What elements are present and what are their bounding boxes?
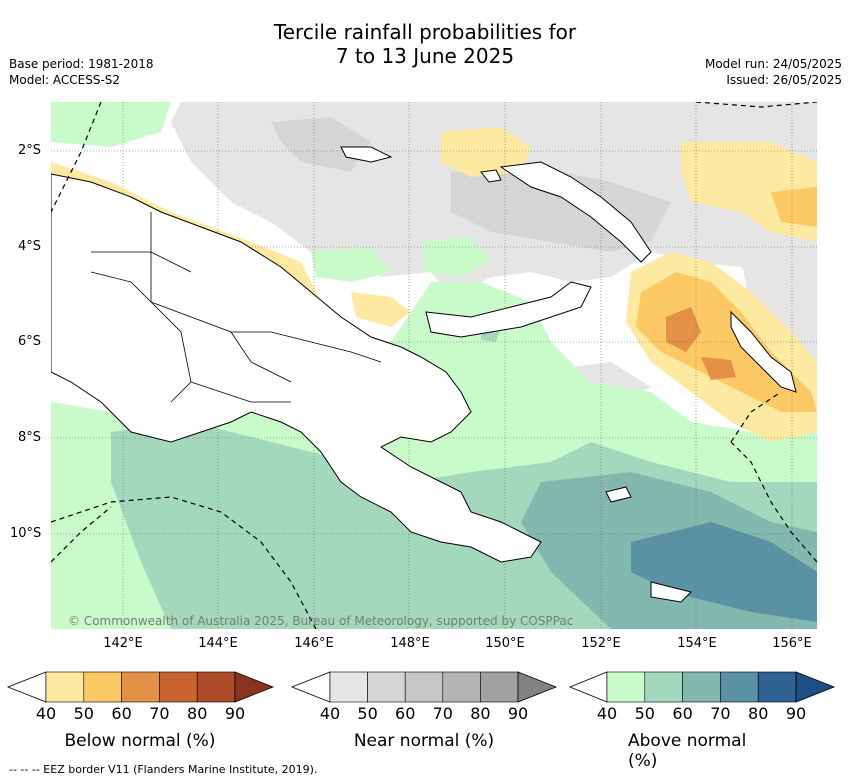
lon-label-148e: 148°E [390,636,430,651]
province-borders [90,212,382,403]
colorbar-tick-label: 50 [357,704,378,723]
colorbar-extend-low [568,671,608,703]
colorbar-tick-label: 90 [224,704,246,723]
colorbar-tick-label: 50 [73,704,94,723]
colorbar-segment [720,671,759,703]
colorbar-title-near: Near normal (%) [353,731,495,751]
colorbar-title-below: Below normal (%) [64,731,216,751]
colorbar-segment [606,671,646,703]
colorbar-extend-high [234,671,275,703]
lat-label-4s: 4°S [18,239,42,254]
colorbar-title-above: Above normal (%) [628,731,747,771]
colorbar-tick-label: 50 [634,704,655,723]
map-title-line1: Tercile rainfall probabilities for [273,20,577,44]
colorbar-segment [442,671,481,703]
colorbar-extend-low [6,671,47,703]
colorbar-above-normal [568,671,836,703]
base-period: Base period: 1981-2018 [9,57,154,71]
colorbar-tick-label: 70 [432,704,453,723]
colorbar-extend-high [795,671,836,703]
colorbar-segment [757,671,797,703]
colorbar-tick-label: 60 [395,704,416,723]
colorbar-tick-label: 60 [672,704,693,723]
colorbar-segment [159,671,198,703]
colorbar-segment [121,671,160,703]
colorbar-tick-label: 90 [507,704,529,723]
colorbar-tick-label: 80 [748,704,769,723]
colorbar-below-normal [6,671,275,703]
colorbar-tick-label: 90 [785,704,807,723]
coastlines [51,146,797,603]
map-svg [51,102,817,629]
map-credit: © Commonwealth of Australia 2025, Bureau… [68,614,574,628]
colorbar-segment [682,671,721,703]
colorbar-segment [83,671,122,703]
lat-label-2s: 2°S [18,143,42,158]
colorbar-tick-label: 70 [710,704,731,723]
map-title-line2: 7 to 13 June 2025 [335,44,515,68]
colorbar-tick-label: 80 [187,704,208,723]
colorbar-segment [45,671,85,703]
colorbar-segment [367,671,406,703]
lon-label-144e: 144°E [198,636,238,651]
model-name: Model: ACCESS-S2 [9,73,121,87]
colorbar-tick-label: 40 [35,704,57,723]
lon-label-156e: 156°E [772,636,812,651]
lon-label-154e: 154°E [677,636,717,651]
lat-label-10s: 10°S [10,526,42,541]
lat-label-6s: 6°S [18,334,42,349]
colorbar-tick-label: 60 [111,704,132,723]
colorbar-segment [404,671,444,703]
colorbar-tick-label: 70 [149,704,170,723]
lon-label-146e: 146°E [294,636,334,651]
colorbar-extend-low [290,671,331,703]
lon-label-150e: 150°E [485,636,525,651]
eez-footer-note: -- -- -- EEZ border V11 (Flanders Marine… [9,763,318,776]
lat-label-8s: 8°S [18,430,42,445]
colorbar-tick-label: 40 [596,704,618,723]
gridlines [51,102,817,629]
issued-date: Issued: 26/05/2025 [726,73,842,87]
lon-label-152e: 152°E [581,636,621,651]
colorbar-near-normal [290,671,558,703]
colorbar-segment [644,671,683,703]
colorbar-tick-label: 40 [319,704,341,723]
eez-borders [51,102,817,629]
model-run: Model run: 24/05/2025 [704,57,842,71]
lon-label-142e: 142°E [103,636,143,651]
colorbar-tick-label: 80 [470,704,491,723]
colorbar-segment [480,671,519,703]
colorbar-extend-high [517,671,558,703]
colorbars-svg [6,671,836,703]
probability-map [51,102,817,629]
colorbar-segment [196,671,236,703]
colorbar-segment [329,671,368,703]
